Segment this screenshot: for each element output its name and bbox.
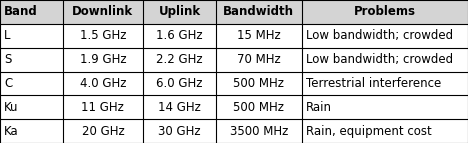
Text: 2.2 GHz: 2.2 GHz bbox=[156, 53, 203, 66]
Bar bbox=[0, 0, 468, 24]
Text: Ku: Ku bbox=[4, 101, 19, 114]
Text: Terrestrial interference: Terrestrial interference bbox=[306, 77, 441, 90]
Text: S: S bbox=[4, 53, 11, 66]
Text: 14 GHz: 14 GHz bbox=[158, 101, 201, 114]
Text: Low bandwidth; crowded: Low bandwidth; crowded bbox=[306, 53, 453, 66]
Text: 500 MHz: 500 MHz bbox=[233, 77, 284, 90]
Text: 1.5 GHz: 1.5 GHz bbox=[80, 29, 126, 42]
Text: 4.0 GHz: 4.0 GHz bbox=[80, 77, 126, 90]
Text: Band: Band bbox=[4, 5, 38, 18]
Text: 500 MHz: 500 MHz bbox=[233, 101, 284, 114]
Text: Ka: Ka bbox=[4, 125, 19, 138]
Text: 3500 MHz: 3500 MHz bbox=[229, 125, 288, 138]
Text: Uplink: Uplink bbox=[159, 5, 201, 18]
Text: Rain, equipment cost: Rain, equipment cost bbox=[306, 125, 431, 138]
Text: 30 GHz: 30 GHz bbox=[158, 125, 201, 138]
Text: 15 MHz: 15 MHz bbox=[237, 29, 281, 42]
Text: 1.6 GHz: 1.6 GHz bbox=[156, 29, 203, 42]
Text: Rain: Rain bbox=[306, 101, 331, 114]
Text: Bandwidth: Bandwidth bbox=[223, 5, 294, 18]
Text: L: L bbox=[4, 29, 10, 42]
Text: 20 GHz: 20 GHz bbox=[81, 125, 124, 138]
Text: 11 GHz: 11 GHz bbox=[81, 101, 124, 114]
Text: C: C bbox=[4, 77, 12, 90]
Text: 1.9 GHz: 1.9 GHz bbox=[80, 53, 126, 66]
Text: 6.0 GHz: 6.0 GHz bbox=[156, 77, 203, 90]
Text: 70 MHz: 70 MHz bbox=[237, 53, 281, 66]
Text: Downlink: Downlink bbox=[73, 5, 133, 18]
Text: Problems: Problems bbox=[354, 5, 416, 18]
Text: Low bandwidth; crowded: Low bandwidth; crowded bbox=[306, 29, 453, 42]
